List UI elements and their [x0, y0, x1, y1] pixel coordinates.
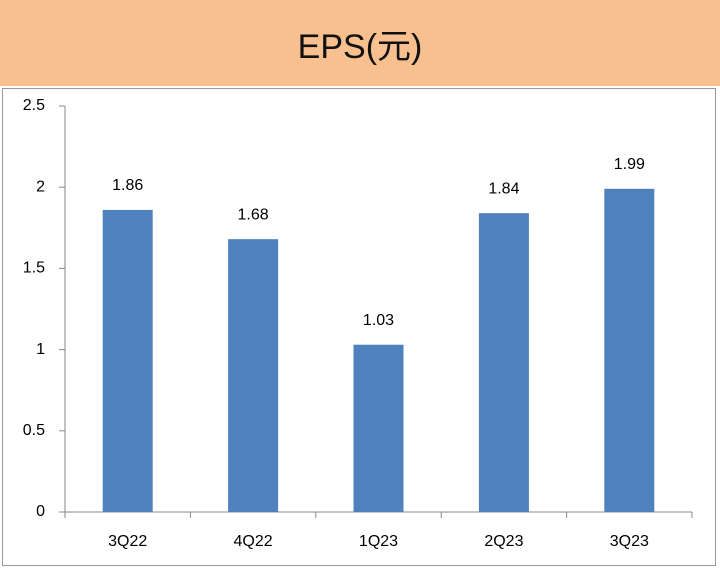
y-tick-label: 0.5 — [23, 422, 45, 439]
chart-title: EPS(元) — [0, 0, 720, 86]
data-label: 1.84 — [488, 180, 519, 197]
bar — [228, 239, 279, 512]
bar — [102, 209, 153, 512]
y-tick-label: 2.5 — [23, 97, 45, 114]
y-tick-label: 2 — [36, 178, 45, 195]
y-tick-label: 0 — [36, 503, 45, 520]
data-label: 1.68 — [238, 206, 269, 223]
bar — [478, 213, 529, 512]
bar — [604, 188, 655, 512]
data-label: 1.03 — [363, 312, 394, 329]
data-label: 1.99 — [614, 156, 645, 173]
y-tick-label: 1.5 — [23, 260, 45, 277]
bar — [353, 344, 404, 512]
data-label: 1.86 — [112, 177, 143, 194]
x-tick-label: 3Q23 — [610, 533, 649, 550]
x-tick-label: 2Q23 — [484, 533, 523, 550]
plot-frame — [2, 88, 716, 566]
y-tick-label: 1 — [36, 341, 45, 358]
x-tick-label: 4Q22 — [234, 533, 273, 550]
x-tick-label: 3Q22 — [108, 533, 147, 550]
x-tick-label: 1Q23 — [359, 533, 398, 550]
